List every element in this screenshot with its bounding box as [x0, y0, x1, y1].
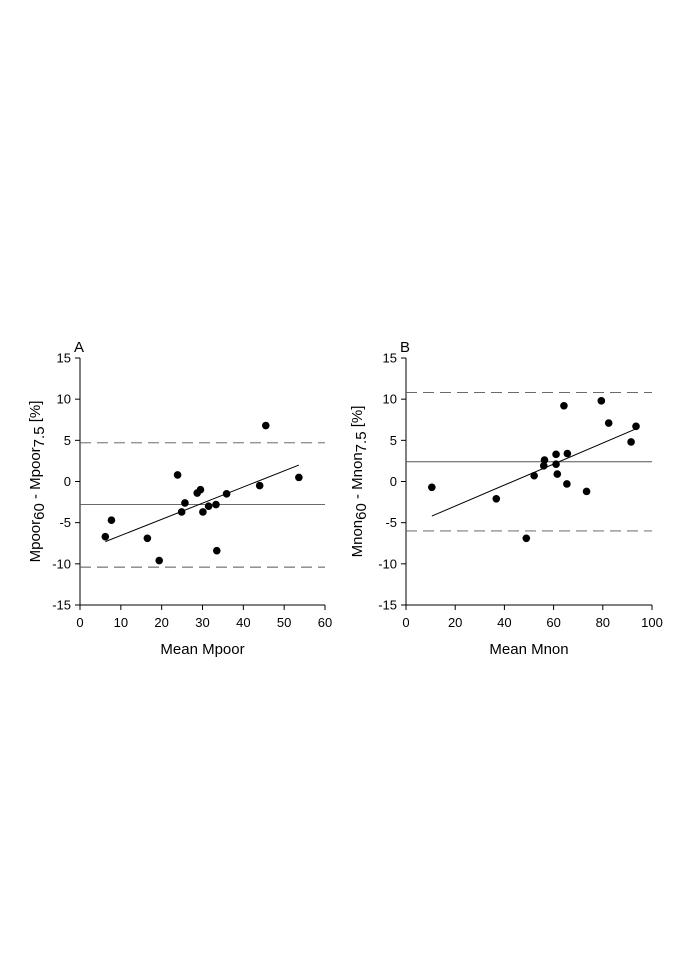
- data-point: [597, 397, 606, 405]
- x-tick-label: 30: [195, 615, 209, 630]
- y-tick-label: 0: [64, 474, 71, 489]
- data-point: [261, 421, 270, 430]
- y-tick-label: 15: [383, 351, 397, 366]
- x-tick-label: 80: [596, 615, 610, 630]
- data-point: [539, 462, 548, 470]
- x-axis-label: Mean Mnon: [489, 641, 568, 658]
- y-axis-label-text: - Mnon: [349, 452, 366, 503]
- data-point: [101, 532, 110, 541]
- x-tick-label: 0: [76, 615, 83, 630]
- x-tick-label: 20: [154, 615, 168, 630]
- panel-label: B: [400, 339, 410, 356]
- x-tick-label: 40: [236, 615, 250, 630]
- data-point: [295, 473, 303, 482]
- data-point: [627, 438, 635, 446]
- y-axis-label-text: [%]: [349, 406, 366, 432]
- data-point: [143, 534, 152, 543]
- y-tick-label: -5: [59, 515, 71, 530]
- x-axis-label: Mean Mpoor: [160, 641, 244, 658]
- y-axis-label-subscript: 7.5: [31, 426, 48, 447]
- y-axis-label: Mpoor60 - Mpoor7.5 [%]: [27, 401, 48, 563]
- x-tick-label: 10: [114, 615, 128, 630]
- data-point: [196, 485, 205, 494]
- y-tick-label: 0: [390, 474, 397, 489]
- y-axis-label-subscript: 60: [353, 503, 370, 520]
- data-point: [553, 470, 562, 478]
- x-tick-label: 0: [402, 615, 409, 630]
- y-tick-label: 5: [64, 433, 71, 448]
- y-tick-label: -15: [52, 598, 71, 613]
- panel-label: A: [74, 339, 84, 356]
- y-axis-label-subscript: 60: [31, 503, 48, 520]
- data-point: [552, 450, 560, 459]
- data-point: [563, 480, 571, 488]
- y-tick-label: -10: [52, 556, 71, 571]
- data-point: [255, 481, 264, 490]
- data-point: [428, 483, 436, 492]
- data-point: [222, 490, 231, 498]
- y-axis-label-text: [%]: [27, 401, 44, 427]
- data-point: [199, 508, 207, 516]
- x-tick-label: 60: [318, 615, 332, 630]
- data-point: [212, 546, 221, 555]
- data-point: [522, 534, 531, 543]
- panel-b: -15 -10 -5 0 5 10 15 0 20 40 60 80 100 B Mean Mnon Mnon…: [349, 339, 663, 658]
- y-tick-label: 10: [383, 392, 397, 407]
- x-tick-label: 40: [497, 615, 511, 630]
- data-point: [155, 556, 164, 565]
- panel-a: -15 -10 -5 0 5 10 15 0 10 20 30 40 50 60 A Mean Mpoor Mp…: [27, 339, 332, 658]
- data-point: [492, 494, 501, 503]
- y-tick-label: -10: [378, 556, 397, 571]
- y-axis-label: Mnon60 - Mnon7.5 [%]: [349, 406, 370, 558]
- data-point: [530, 471, 538, 480]
- y-axis-label-text: Mpoor: [27, 520, 44, 563]
- y-axis-label-text: - Mpoor: [27, 447, 44, 503]
- data-point: [177, 508, 186, 516]
- regression-line: [105, 464, 300, 543]
- data-point: [560, 401, 568, 410]
- data-point: [552, 460, 560, 469]
- y-tick-label: -15: [378, 598, 397, 613]
- y-axis-label-text: Mnon: [349, 520, 366, 558]
- x-tick-label: 50: [277, 615, 291, 630]
- y-tick-label: -5: [385, 515, 397, 530]
- data-point: [107, 516, 116, 524]
- data-point: [632, 422, 640, 431]
- y-tick-label: 10: [57, 392, 71, 407]
- data-point: [540, 456, 549, 464]
- data-point: [212, 500, 220, 509]
- data-point: [604, 419, 613, 427]
- data-point: [563, 449, 572, 458]
- data-point: [181, 499, 189, 507]
- x-tick-label: 100: [641, 615, 663, 630]
- y-tick-label: 5: [390, 433, 397, 448]
- data-point: [173, 471, 182, 479]
- x-tick-label: 60: [546, 615, 560, 630]
- data-point: [582, 487, 591, 496]
- x-tick-label: 20: [448, 615, 462, 630]
- y-axis-label-subscript: 7.5: [353, 431, 370, 452]
- y-tick-label: 15: [57, 351, 71, 366]
- data-point: [204, 502, 213, 511]
